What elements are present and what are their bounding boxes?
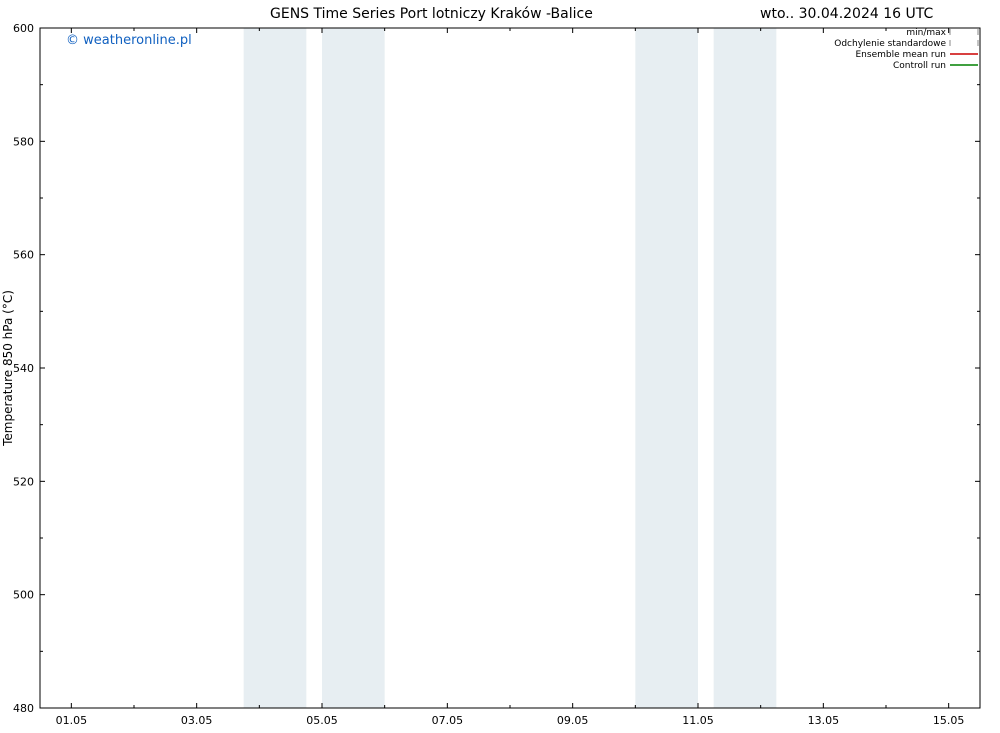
svg-text:500: 500 [13, 589, 34, 602]
svg-text:520: 520 [13, 475, 34, 488]
svg-text:15.05: 15.05 [933, 714, 965, 727]
legend-item-label: Controll run [893, 61, 946, 71]
svg-text:580: 580 [13, 135, 34, 148]
legend-item-label: Odchylenie standardowe [834, 39, 946, 49]
svg-text:540: 540 [13, 362, 34, 375]
attribution-text: © weatheronline.pl [66, 33, 192, 48]
chart-container: 480 500 520 540 560 580 600 01.05 03.05 05.05 07.0… [0, 0, 1000, 733]
svg-text:480: 480 [13, 702, 34, 715]
y-axis-label: Temperature 850 hPa (°C) [1, 290, 15, 447]
svg-text:07.05: 07.05 [432, 714, 464, 727]
chart-title-left: GENS Time Series Port lotniczy Kraków -B… [270, 6, 593, 22]
svg-text:560: 560 [13, 249, 34, 262]
svg-text:09.05: 09.05 [557, 714, 589, 727]
chart-title-right: wto.. 30.04.2024 16 UTC [760, 6, 933, 22]
legend-item-label: min/max [906, 28, 946, 38]
legend-item-label: Ensemble mean run [856, 50, 947, 60]
svg-text:01.05: 01.05 [56, 714, 88, 727]
svg-text:11.05: 11.05 [682, 714, 714, 727]
svg-text:600: 600 [13, 22, 34, 35]
svg-text:13.05: 13.05 [808, 714, 840, 727]
chart-svg: 480 500 520 540 560 580 600 01.05 03.05 05.05 07.0… [0, 0, 1000, 733]
svg-text:05.05: 05.05 [306, 714, 338, 727]
svg-text:03.05: 03.05 [181, 714, 213, 727]
